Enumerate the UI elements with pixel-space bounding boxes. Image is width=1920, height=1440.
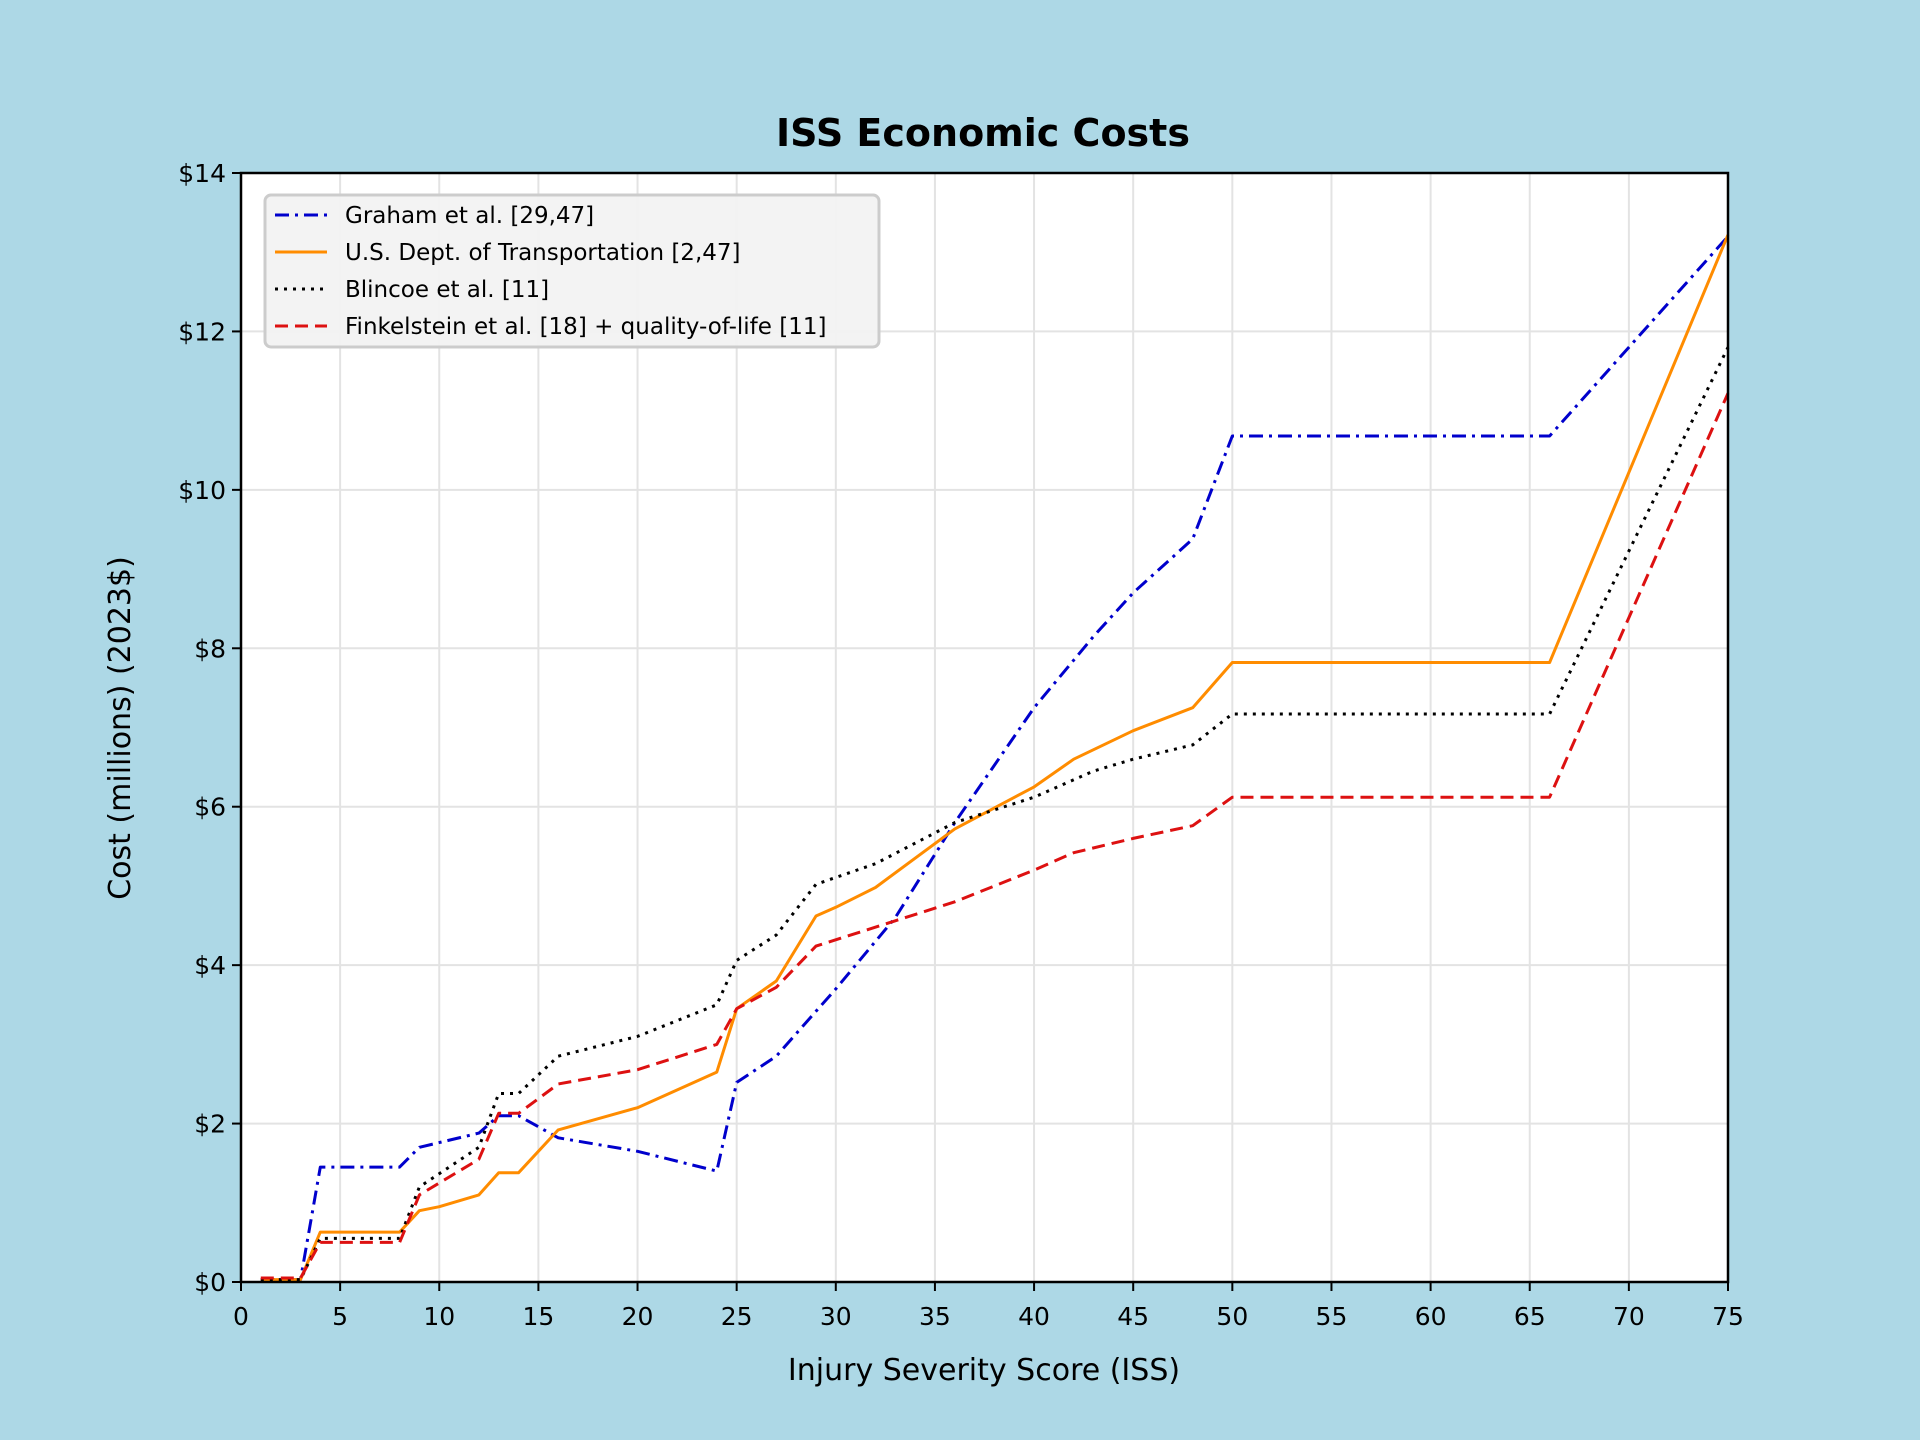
y-tick-label: $12 xyxy=(178,317,226,346)
x-axis-label: Injury Severity Score (ISS) xyxy=(788,1353,1180,1388)
legend-box xyxy=(263,193,881,349)
x-tick-label: 15 xyxy=(522,1302,554,1331)
x-tick-label: 20 xyxy=(622,1302,654,1331)
x-tick-label: 35 xyxy=(919,1302,951,1331)
y-tick-label: $4 xyxy=(194,951,226,980)
x-tick-label: 5 xyxy=(332,1302,348,1331)
series-line xyxy=(260,392,1730,1280)
y-tick-label: $6 xyxy=(194,793,226,822)
y-axis-label: Cost (millions) (2023$) xyxy=(103,556,138,900)
y-tick-label: $14 xyxy=(178,159,226,188)
y-axis-ticks: $0 $2 $4 $6 $8 $10 $12 $14 xyxy=(178,159,241,1297)
legend-label: U.S. Dept. of Transportation [2,47] xyxy=(345,240,741,266)
y-tick-label: $2 xyxy=(194,1110,226,1139)
x-tick-label: 70 xyxy=(1613,1302,1645,1331)
plot-frame xyxy=(239,171,1730,1284)
legend-label: Blincoe et al. [11] xyxy=(345,277,549,303)
y-tick-label: $10 xyxy=(178,476,226,505)
x-tick-label: 25 xyxy=(721,1302,753,1331)
legend-label: Finkelstein et al. [18] + quality-of-lif… xyxy=(345,314,826,340)
x-tick-label: 10 xyxy=(423,1302,455,1331)
legend-label: Graham et al. [29,47] xyxy=(345,203,594,229)
x-tick-label: 30 xyxy=(820,1302,852,1331)
x-tick-label: 50 xyxy=(1216,1302,1248,1331)
x-tick-label: 65 xyxy=(1514,1302,1546,1331)
data-series xyxy=(260,234,1730,1282)
x-tick-label: 75 xyxy=(1712,1302,1744,1331)
plot-area xyxy=(241,173,1728,1282)
x-tick-label: 45 xyxy=(1117,1302,1149,1331)
x-tick-label: 55 xyxy=(1316,1302,1348,1331)
x-tick-label: 40 xyxy=(1018,1302,1050,1331)
legend: Graham et al. [29,47] U.S. Dept. of Trans… xyxy=(263,193,881,349)
y-tick-label: $8 xyxy=(194,634,226,663)
x-tick-label: 60 xyxy=(1415,1302,1447,1331)
chart-title: ISS Economic Costs xyxy=(776,111,1190,155)
y-tick-label: $0 xyxy=(194,1268,226,1297)
series-line xyxy=(260,235,1730,1282)
x-axis-ticks: 0 5 10 15 20 25 30 35 40 45 50 55 60 65 70 75 xyxy=(233,1282,1744,1331)
x-tick-label: 0 xyxy=(233,1302,249,1331)
